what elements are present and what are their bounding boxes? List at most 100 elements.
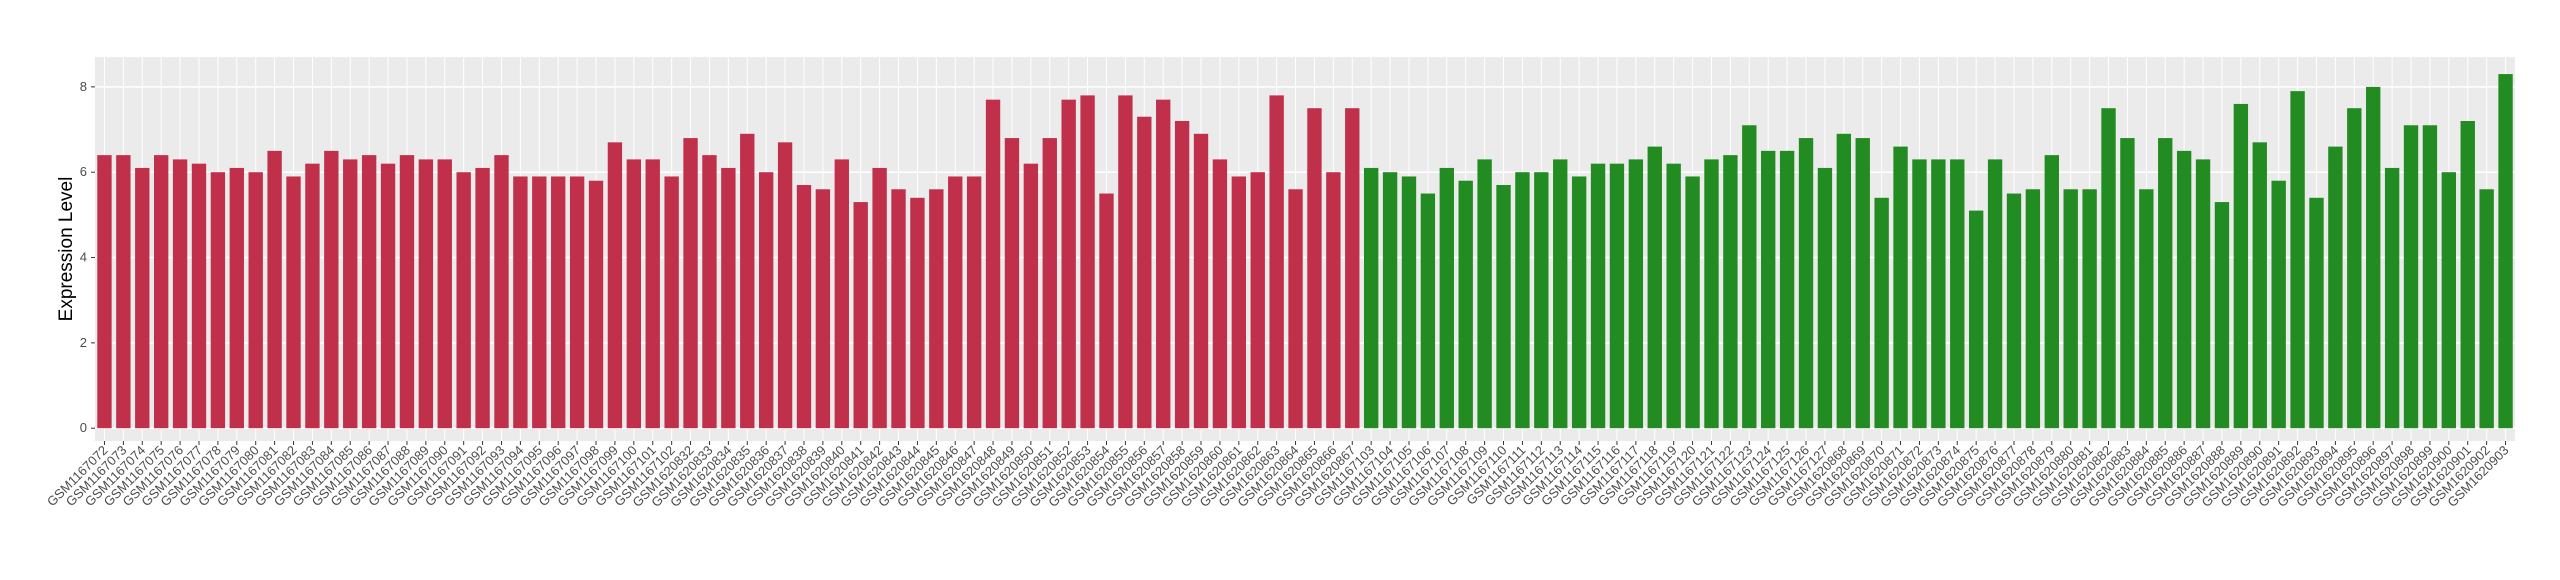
bar: [1118, 95, 1133, 429]
bar: [1231, 176, 1247, 429]
bar: [2328, 146, 2343, 429]
bar: [2384, 167, 2400, 429]
bar: [2101, 108, 2116, 429]
bar: [1666, 163, 1681, 429]
bar: [948, 176, 963, 429]
bar: [456, 172, 471, 429]
bar: [2460, 121, 2475, 429]
y-tick-label: 4: [80, 250, 87, 265]
bar: [2347, 108, 2362, 429]
bar: [2082, 189, 2097, 429]
bar: [305, 163, 320, 429]
bar: [1023, 163, 1039, 429]
bar: [1817, 167, 1833, 429]
bar: [1704, 159, 1719, 429]
bar: [1968, 210, 1984, 429]
bar: [2309, 197, 2324, 429]
bar: [1326, 172, 1341, 429]
bar: [626, 159, 642, 429]
bar: [1156, 99, 1171, 429]
bar: [1893, 146, 1908, 429]
bar: [2233, 103, 2249, 429]
y-tick-label: 2: [80, 335, 87, 350]
bar: [2290, 91, 2305, 429]
bar: [1496, 185, 1511, 429]
bar: [2139, 189, 2154, 429]
bar: [1779, 150, 1795, 429]
bar: [1420, 193, 1436, 429]
bar: [418, 159, 434, 429]
bar: [1250, 172, 1265, 429]
bar: [1288, 189, 1303, 429]
bar: [267, 150, 282, 429]
bar: [1534, 172, 1549, 429]
bar: [2422, 125, 2438, 429]
bar: [2025, 189, 2041, 429]
bar: [853, 202, 868, 429]
bar: [910, 197, 925, 429]
y-tick-label: 6: [80, 164, 87, 179]
bar: [1874, 197, 1889, 429]
bar: [664, 176, 679, 429]
bar: [1609, 163, 1625, 429]
bar: [985, 99, 1001, 429]
bar: [210, 172, 226, 429]
bar: [248, 172, 263, 429]
bar: [1382, 172, 1398, 429]
bar: [2441, 172, 2457, 429]
bar: [191, 163, 207, 429]
bar: [1477, 159, 1492, 429]
bar: [1042, 138, 1057, 429]
bar: [702, 155, 717, 429]
bar: [1836, 133, 1852, 429]
bar: [891, 189, 906, 429]
bar: [286, 176, 301, 429]
bar: [551, 176, 566, 429]
bar: [172, 159, 188, 429]
bar: [815, 189, 831, 429]
bar: [361, 155, 377, 429]
bar: [399, 155, 415, 429]
bar: [2498, 74, 2513, 429]
bar: [2271, 180, 2286, 429]
bar: [1628, 159, 1644, 429]
bar: [777, 142, 793, 429]
bar: [494, 155, 509, 429]
bar: [1987, 159, 2003, 429]
bar: [437, 159, 452, 429]
bar: [1685, 176, 1700, 429]
bar: [1137, 116, 1152, 429]
bar: [1723, 155, 1738, 429]
bar: [475, 167, 490, 429]
bar: [2214, 202, 2230, 429]
bar: [1099, 193, 1114, 429]
bar: [1080, 95, 1095, 429]
bar: [721, 167, 736, 429]
y-tick-label: 8: [80, 79, 87, 94]
bar: [683, 138, 698, 429]
bar: [2063, 189, 2078, 429]
bar: [834, 159, 849, 429]
bar: [1590, 163, 1606, 429]
bar: [97, 155, 112, 429]
bar: [1212, 159, 1228, 429]
bar: [1174, 121, 1190, 429]
bar: [1345, 108, 1360, 429]
bar: [116, 155, 131, 429]
bar: [1269, 95, 1284, 429]
bar: [758, 172, 774, 429]
bar: [2006, 193, 2022, 429]
y-axis-title: Expression Level: [56, 177, 77, 322]
bar: [1647, 146, 1662, 429]
bar: [740, 133, 755, 429]
bar: [929, 189, 944, 429]
bar: [513, 176, 528, 429]
bar: [1061, 99, 1076, 429]
bar: [2158, 138, 2173, 429]
bar: [569, 176, 585, 429]
bar: [135, 167, 150, 429]
bar: [2479, 189, 2494, 429]
bar: [1761, 150, 1776, 429]
bar: [229, 167, 244, 429]
bar: [2252, 142, 2267, 429]
